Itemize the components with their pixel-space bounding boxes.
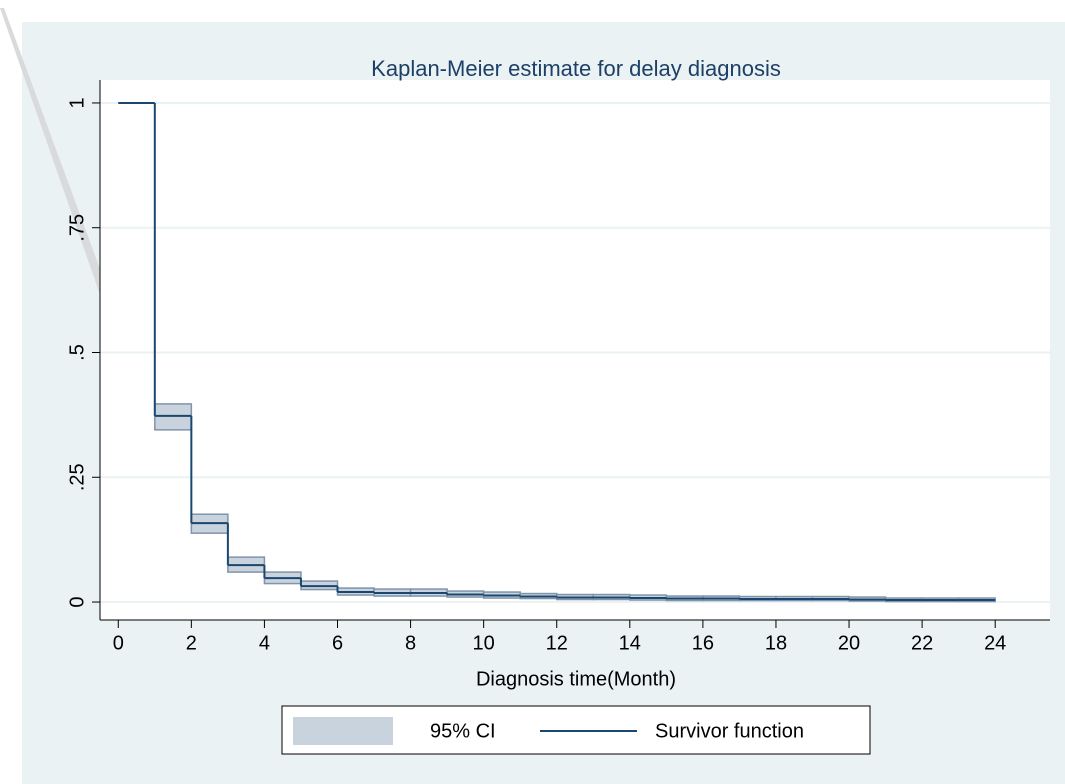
legend-swatch (293, 717, 393, 745)
y-tick-label: 0 (66, 596, 88, 607)
x-tick-label: 22 (911, 632, 933, 654)
x-tick-label: 8 (405, 632, 416, 654)
legend-label: 95% CI (430, 720, 496, 742)
chart-title: Kaplan-Meier estimate for delay diagnosi… (371, 56, 781, 81)
y-tick-label: .5 (66, 344, 88, 361)
legend-label: Survivor function (655, 720, 804, 742)
x-tick-label: 2 (186, 632, 197, 654)
x-tick-label: 6 (332, 632, 343, 654)
x-tick-label: 12 (546, 632, 568, 654)
x-tick-label: 18 (765, 632, 787, 654)
x-tick-label: 4 (259, 632, 270, 654)
x-tick-label: 20 (838, 632, 860, 654)
y-tick-label: .75 (66, 214, 88, 242)
y-tick-label: 1 (66, 97, 88, 108)
x-tick-label: 24 (984, 632, 1006, 654)
plot-area (100, 80, 1050, 620)
y-tick-label: .25 (66, 463, 88, 491)
x-tick-label: 0 (113, 632, 124, 654)
x-axis-label: Diagnosis time(Month) (476, 668, 676, 690)
x-tick-label: 14 (619, 632, 641, 654)
x-tick-label: 16 (692, 632, 714, 654)
x-tick-label: 10 (473, 632, 495, 654)
